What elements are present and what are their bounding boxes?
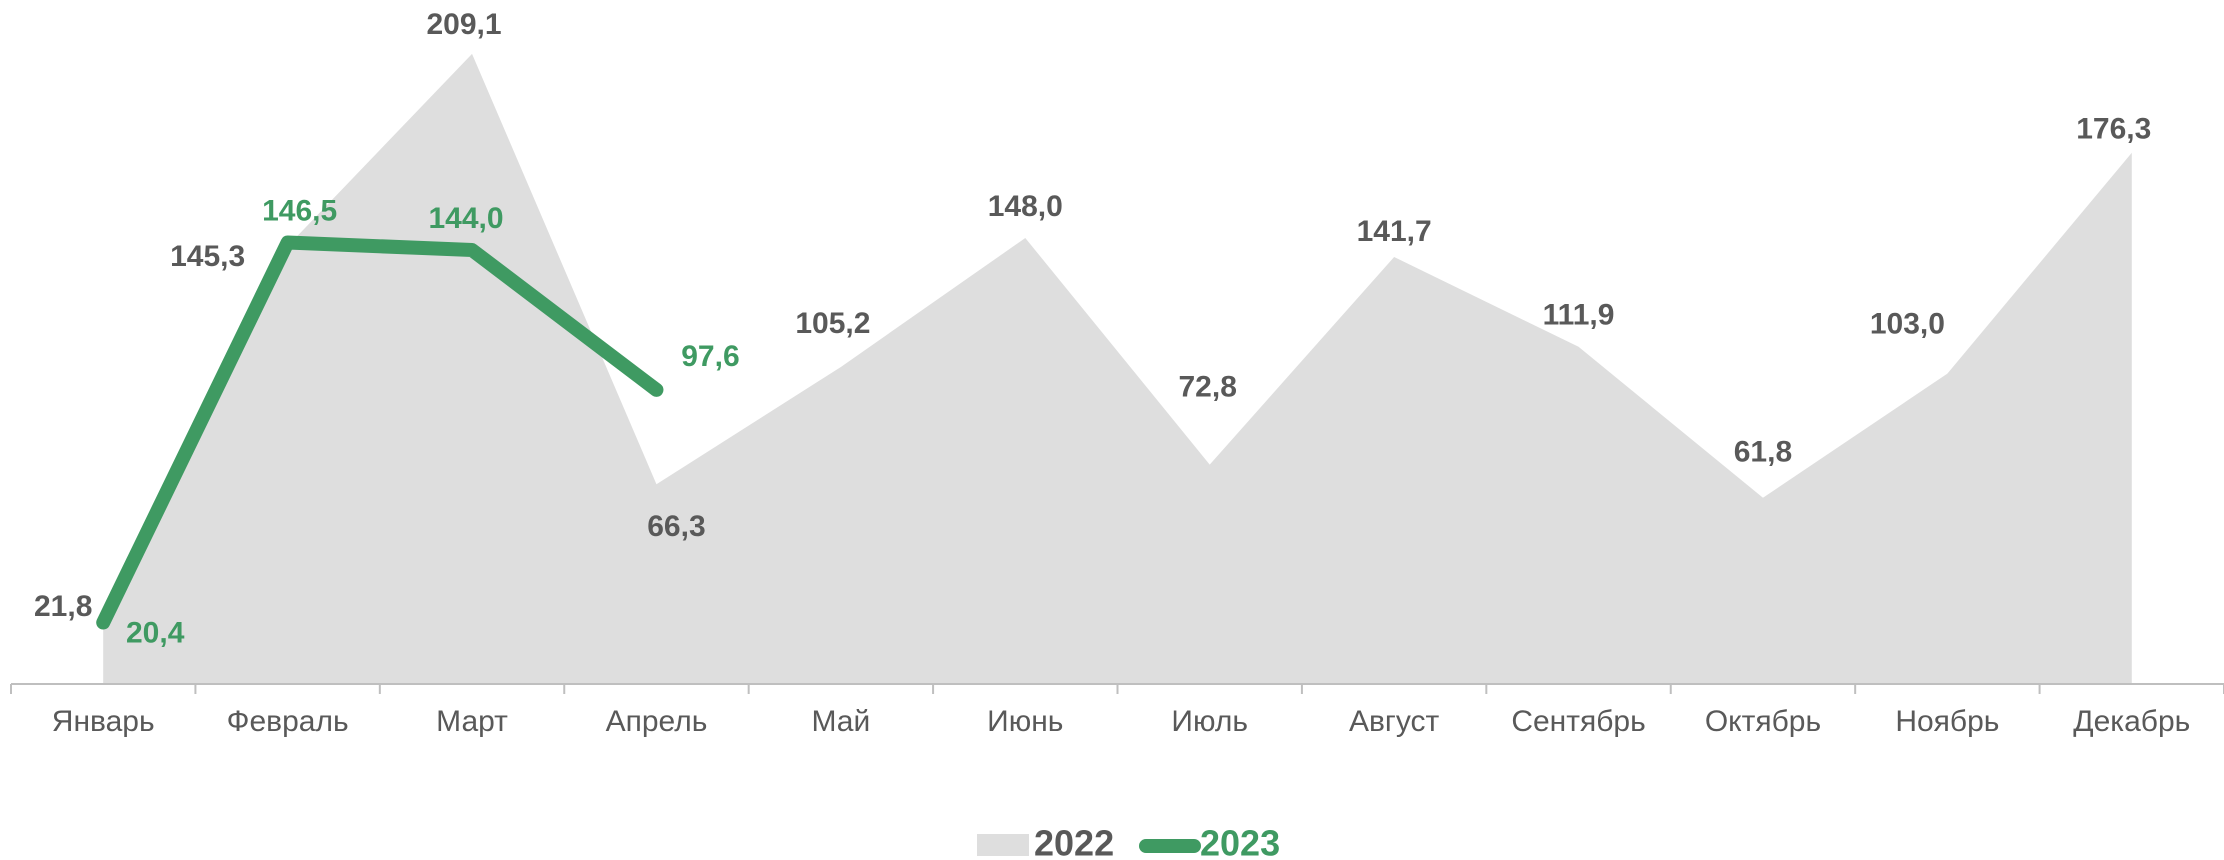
value-label: 97,6	[681, 340, 739, 373]
value-label: 61,8	[1734, 436, 1792, 469]
value-label: 148,0	[988, 190, 1063, 223]
value-label: 105,2	[795, 307, 870, 340]
value-label: 176,3	[2076, 113, 2151, 146]
value-label: 103,0	[1870, 308, 1945, 341]
value-label: 145,3	[170, 240, 245, 273]
x-tick-label: Март	[436, 705, 508, 738]
value-label: 111,9	[1543, 299, 1615, 332]
value-label: 66,3	[647, 510, 705, 543]
value-label: 146,5	[262, 194, 337, 227]
legend-label: 2022	[1034, 823, 1114, 860]
x-tick-label: Июнь	[987, 705, 1063, 738]
legend-swatch	[977, 834, 1029, 856]
x-tick-label: Июль	[1171, 705, 1248, 738]
x-tick-label: Ноябрь	[1895, 705, 1999, 738]
x-tick-label: Декабрь	[2073, 705, 2190, 738]
value-label: 144,0	[429, 202, 504, 235]
area-2022	[103, 53, 2132, 685]
x-tick-label: Апрель	[606, 705, 708, 738]
value-label: 141,7	[1357, 215, 1432, 248]
x-tick-label: Октябрь	[1705, 705, 1821, 738]
x-tick-label: Февраль	[227, 705, 349, 738]
x-tick-label: Август	[1349, 705, 1440, 738]
x-tick-label: Январь	[52, 705, 155, 738]
value-label: 20,4	[126, 616, 185, 649]
x-tick-label: Сентябрь	[1511, 705, 1645, 738]
value-label: 21,8	[34, 590, 92, 623]
value-label: 72,8	[1179, 371, 1237, 404]
value-label: 209,1	[427, 8, 502, 41]
legend-label: 2023	[1200, 823, 1280, 860]
line-2023	[96, 235, 664, 630]
x-tick-label: Май	[811, 705, 870, 738]
